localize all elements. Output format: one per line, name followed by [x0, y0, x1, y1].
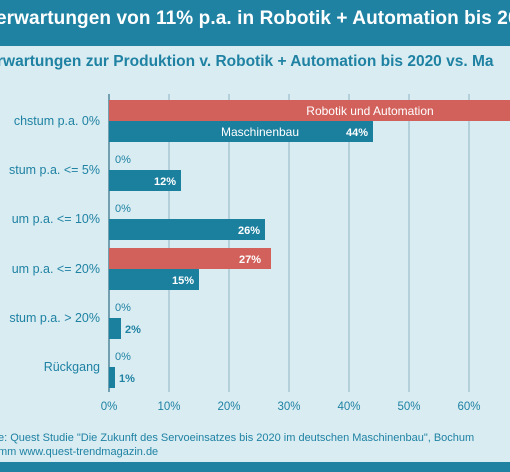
category-label: um p.a. <= 20% — [12, 262, 100, 276]
data-label: 15% — [172, 275, 194, 287]
data-label: 1% — [119, 373, 135, 385]
bar-maschinenbau — [109, 219, 265, 240]
bar-maschinenbau — [109, 170, 181, 191]
bar-maschinenbau — [109, 121, 373, 142]
data-label: 26% — [238, 225, 260, 237]
data-label: 12% — [154, 176, 176, 188]
x-tick-label: 60% — [457, 401, 480, 413]
bar-maschinenbau — [109, 367, 115, 388]
data-label: 0% — [115, 154, 131, 166]
x-tick-label: 20% — [217, 401, 240, 413]
category-label: stum p.a. <= 5% — [9, 163, 100, 177]
data-label: 44% — [346, 127, 368, 139]
x-tick-label: 50% — [397, 401, 420, 413]
category-label: um p.a. <= 10% — [12, 212, 100, 226]
bar-maschinenbau — [109, 318, 121, 339]
bar-robotik — [109, 248, 271, 269]
data-label: 0% — [115, 302, 131, 314]
chart-area: 0% 10% 20% 30% 40% 50% 60% chstum p.a. 0% stum p… — [0, 82, 510, 422]
data-label: 27% — [239, 254, 261, 266]
source-note: e: Quest Studie "Die Zukunft des Servoei… — [0, 431, 510, 459]
data-label: 0% — [115, 351, 131, 363]
x-tick-label: 30% — [277, 401, 300, 413]
x-tick-label: 40% — [337, 401, 360, 413]
data-label: 0% — [115, 203, 131, 215]
bar-maschinenbau — [109, 269, 199, 290]
category-label: chstum p.a. 0% — [14, 114, 100, 128]
source-line-1: e: Quest Studie "Die Zukunft des Servoei… — [0, 432, 475, 444]
chart-title: erwartungen von 11% p.a. in Robotik + Au… — [0, 8, 510, 29]
bar-chart: 0% 10% 20% 30% 40% 50% 60% chstum p.a. 0% stum p… — [9, 94, 510, 413]
x-tick-label: 10% — [157, 401, 180, 413]
chart-subtitle: rwartungen zur Produktion v. Robotik + A… — [0, 53, 494, 70]
x-tick-label: 0% — [101, 401, 118, 413]
bar-robotik — [109, 100, 510, 121]
bottom-bar — [0, 462, 510, 472]
series-name-label: Robotik und Automation — [306, 104, 433, 118]
category-label: Rückgang — [44, 360, 100, 374]
title-bar: erwartungen von 11% p.a. in Robotik + Au… — [0, 0, 510, 46]
data-label: 2% — [125, 324, 141, 336]
series-name-label: Maschinenbau — [221, 125, 299, 139]
source-line-2: mm www.quest-trendmagazin.de — [0, 446, 159, 458]
category-label: stum p.a. > 20% — [9, 311, 100, 325]
